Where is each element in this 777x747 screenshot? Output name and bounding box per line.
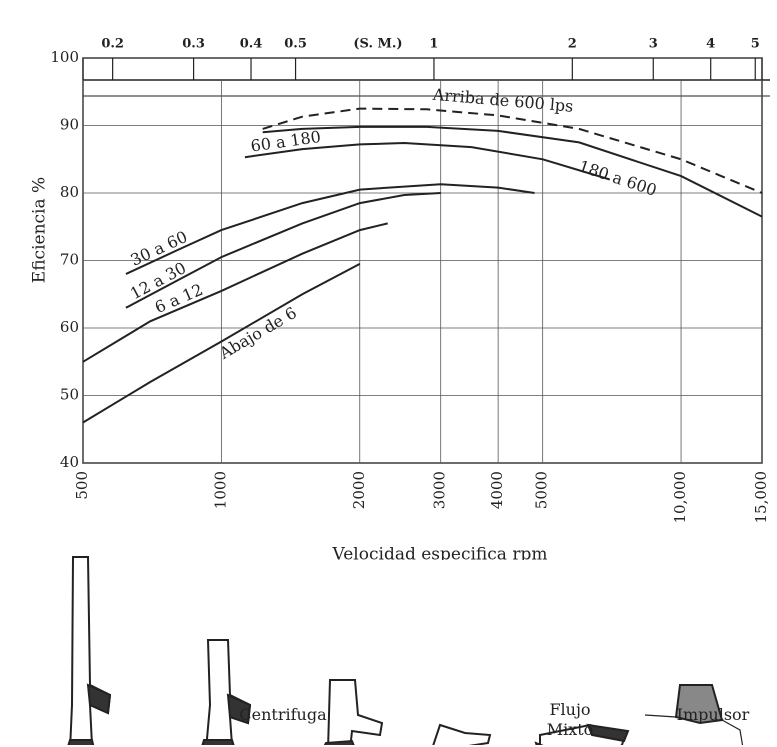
y-tick-label: 90 xyxy=(60,116,79,134)
x2-tick-label: 0.3 xyxy=(182,37,205,52)
x2-tick-label: 5 xyxy=(751,37,760,52)
series-line xyxy=(262,125,763,218)
y-tick-label: 50 xyxy=(60,386,79,404)
x2-axis-label: (S. M.) xyxy=(353,37,402,52)
x-tick-label: 10,000 xyxy=(671,471,689,524)
impeller-shapes xyxy=(67,556,744,745)
y-axis-label: Eficiencia % xyxy=(30,177,50,283)
impeller-label: Impulsor xyxy=(676,705,750,724)
impeller-label: Centrifuga xyxy=(239,705,327,724)
series-line xyxy=(125,183,535,275)
x2-tick-label: 3 xyxy=(649,37,658,52)
x-tick-label: 2000 xyxy=(350,471,368,509)
y-tick-label: 70 xyxy=(60,251,79,269)
y-tick-label: 60 xyxy=(60,318,79,336)
x-tick-label: 500 xyxy=(73,471,91,500)
y-tick-label: 100 xyxy=(50,48,79,66)
x2-tick-label: 2 xyxy=(568,37,577,52)
y-tick-label: 40 xyxy=(60,453,79,471)
x-tick-label: 15,000 xyxy=(752,471,770,524)
series-line xyxy=(82,263,361,424)
x-tick-label: 3000 xyxy=(431,471,449,509)
series-line xyxy=(244,141,611,181)
x-tick-label: 4000 xyxy=(488,471,506,509)
impeller-drawings xyxy=(67,556,744,745)
series-label: Abajo de 6 xyxy=(215,303,300,363)
x-tick-label: 5000 xyxy=(533,471,551,509)
x2-tick-label: 0.5 xyxy=(284,37,307,52)
series-line xyxy=(82,222,388,363)
x2-tick-label: 0.2 xyxy=(101,37,124,52)
y-tick-label: 80 xyxy=(60,183,79,201)
x2-tick-label: 1 xyxy=(429,37,438,52)
x2-tick-label: 0.4 xyxy=(240,37,263,52)
chart: Eficiencia % Velocidad especifica rpm (S… xyxy=(30,37,770,561)
impeller-label: Flujo Mixto xyxy=(546,700,594,739)
x-tick-label: 1000 xyxy=(211,471,229,509)
series-line xyxy=(262,107,763,194)
series-line xyxy=(125,192,441,309)
x-axis-label: Velocidad especifica rpm xyxy=(332,545,548,561)
x2-tick-label: 4 xyxy=(706,37,715,52)
